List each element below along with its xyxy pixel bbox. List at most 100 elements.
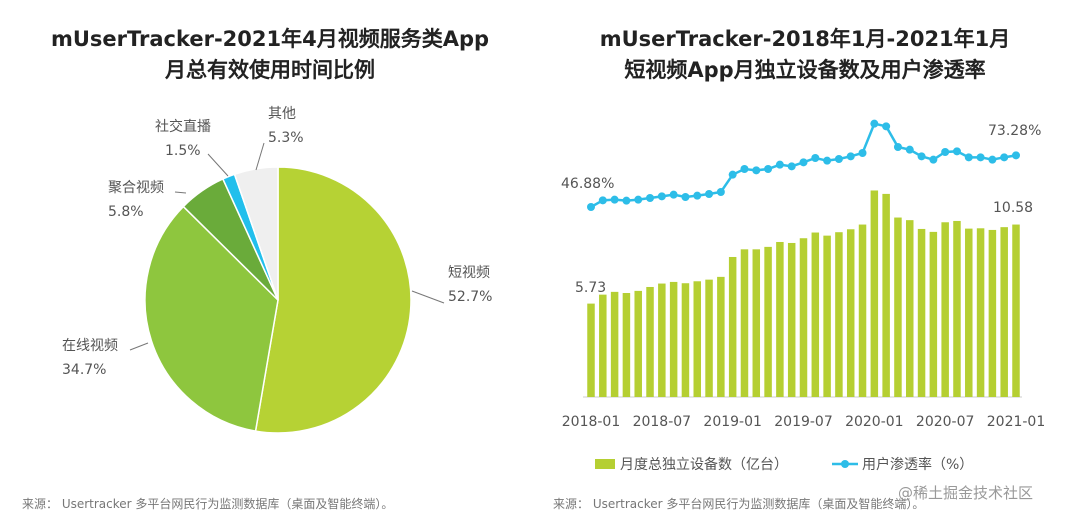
line-point — [893, 142, 902, 151]
pie-label: 社交直播 — [155, 118, 211, 135]
bar — [882, 193, 890, 397]
line-point — [728, 170, 737, 179]
bar — [988, 229, 997, 397]
line-point — [846, 152, 855, 161]
pie-leader-line — [207, 153, 229, 177]
left-title-line2: 月总有效使用时间比例 — [165, 58, 375, 82]
bar — [587, 303, 595, 397]
bar — [846, 229, 855, 397]
legend-bar-swatch — [595, 459, 615, 469]
line-point — [787, 162, 796, 171]
pie-label: 聚合视频 — [108, 180, 164, 196]
pie-value-label: 34.7% — [62, 362, 106, 378]
bar — [894, 217, 902, 397]
line-label-first: 46.88% — [561, 176, 614, 192]
x-tick-label: 2018-01 — [562, 414, 621, 430]
line-point — [988, 155, 997, 164]
line-point — [941, 147, 950, 156]
pie-slice-0 — [254, 166, 412, 434]
bar — [717, 276, 725, 397]
bar — [976, 228, 985, 397]
line-point — [681, 192, 690, 201]
line-point — [882, 122, 891, 131]
pie-value-label: 52.7% — [448, 289, 492, 305]
legend-line-marker — [841, 460, 849, 468]
bar — [929, 231, 938, 397]
pie-leader-line — [411, 290, 445, 304]
line-point — [610, 195, 619, 204]
legend-bar-label: 月度总独立设备数（亿台） — [620, 456, 788, 473]
bar — [740, 249, 749, 397]
watermark: @稀土掘金技术社区 — [898, 484, 1034, 502]
line-point — [657, 192, 666, 201]
line-label-last: 73.28% — [988, 123, 1041, 139]
line-point — [740, 164, 749, 173]
bar — [669, 281, 678, 397]
line-point — [716, 187, 725, 196]
line-point — [669, 190, 678, 199]
pie-value-label: 5.3% — [268, 130, 304, 146]
pie-leader-line — [255, 142, 265, 171]
line-point — [917, 152, 926, 161]
left-source: 来源： Usertracker 多平台网民行为监测数据库（桌面及智能终端）。 — [22, 497, 394, 511]
line-point — [834, 154, 843, 163]
pie-value-label: 1.5% — [165, 143, 201, 159]
line-point — [622, 196, 631, 205]
pie-leader-line — [174, 191, 187, 194]
pie-slice-1 — [144, 205, 279, 432]
bar — [610, 291, 619, 397]
line-point — [799, 158, 808, 167]
bar — [705, 279, 713, 397]
bar — [858, 224, 867, 397]
pie-leader-line — [129, 342, 149, 351]
bar — [599, 294, 607, 397]
bar — [693, 281, 701, 397]
x-tick-label: 2020-07 — [916, 414, 975, 430]
line-point — [693, 191, 702, 200]
line-point — [811, 153, 820, 162]
line-point — [646, 193, 655, 202]
bar — [752, 249, 761, 397]
right-source: 来源： Usertracker 多平台网民行为监测数据库（桌面及智能终端）。 — [553, 497, 925, 511]
line-point — [598, 196, 607, 205]
line-point — [775, 160, 784, 169]
bar — [799, 238, 808, 397]
x-tick-label: 2018-07 — [633, 414, 692, 430]
bar — [1012, 224, 1020, 397]
bar — [953, 220, 961, 397]
bar — [634, 290, 642, 397]
bar — [776, 241, 784, 397]
legend-line-label: 用户渗透率（%） — [862, 456, 973, 473]
bar — [622, 293, 631, 397]
line-point — [1000, 153, 1009, 162]
x-tick-label: 2019-07 — [774, 414, 833, 430]
bar — [906, 220, 914, 397]
x-tick-label: 2021-01 — [987, 414, 1046, 430]
bar — [728, 256, 737, 397]
line-point — [976, 153, 985, 162]
line-point — [752, 166, 761, 175]
right-title-line2: 短视频App月独立设备数及用户渗透率 — [624, 58, 986, 82]
line-point — [929, 155, 938, 164]
bar — [764, 246, 772, 397]
left-title-line1: mUserTracker-2021年4月视频服务类App — [50, 27, 490, 51]
pie-label: 在线视频 — [62, 338, 118, 354]
pie-label: 短视频 — [448, 265, 490, 281]
bar — [917, 228, 926, 397]
bar — [835, 232, 843, 397]
line-point — [964, 153, 973, 162]
line-point — [705, 190, 714, 199]
bar — [941, 222, 949, 397]
bar — [811, 232, 820, 397]
line-point — [952, 147, 961, 156]
bar-label-last: 10.58 — [993, 200, 1033, 216]
line-point — [1012, 151, 1020, 160]
bar — [681, 283, 690, 397]
pie-label: 其他 — [268, 106, 296, 122]
bar — [1000, 227, 1008, 397]
line-point — [905, 145, 914, 154]
bar — [787, 242, 796, 397]
line-point — [858, 148, 867, 157]
x-tick-label: 2020-01 — [845, 414, 904, 430]
